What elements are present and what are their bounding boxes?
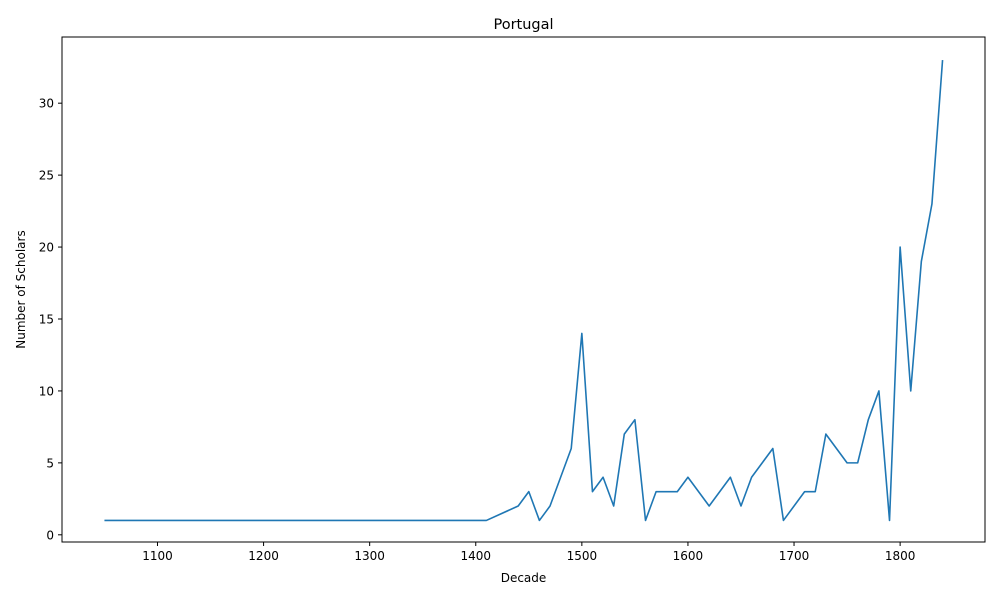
x-tick-label: 1700: [779, 549, 810, 563]
y-tick-label: 10: [39, 384, 54, 398]
x-tick-label: 1400: [460, 549, 491, 563]
plot-frame: [61, 36, 986, 543]
series-line: [104, 59, 944, 522]
x-tick-label: 1800: [885, 549, 916, 563]
y-tick-label: 30: [39, 97, 54, 111]
x-tick-label: 1500: [567, 549, 598, 563]
y-tick-label: 5: [46, 456, 54, 470]
y-tick-label: 20: [39, 241, 54, 255]
x-axis-ticks: 1100 1200 1300 1400 1500 1600 1700 1800: [142, 542, 915, 563]
y-axis-ticks: 0 5 10 15 20 25 30: [39, 97, 62, 542]
x-tick-label: 1200: [248, 549, 279, 563]
y-tick-label: 15: [39, 312, 54, 326]
y-axis-label: Number of Scholars: [14, 230, 28, 348]
x-tick-label: 1300: [354, 549, 385, 563]
chart-title: Portugal: [493, 17, 553, 33]
plot-area: [104, 59, 944, 522]
y-tick-label: 25: [39, 169, 54, 183]
x-tick-label: 1600: [673, 549, 704, 563]
x-tick-label: 1100: [142, 549, 173, 563]
y-tick-label: 0: [46, 528, 54, 542]
x-axis-label: Decade: [501, 571, 547, 585]
